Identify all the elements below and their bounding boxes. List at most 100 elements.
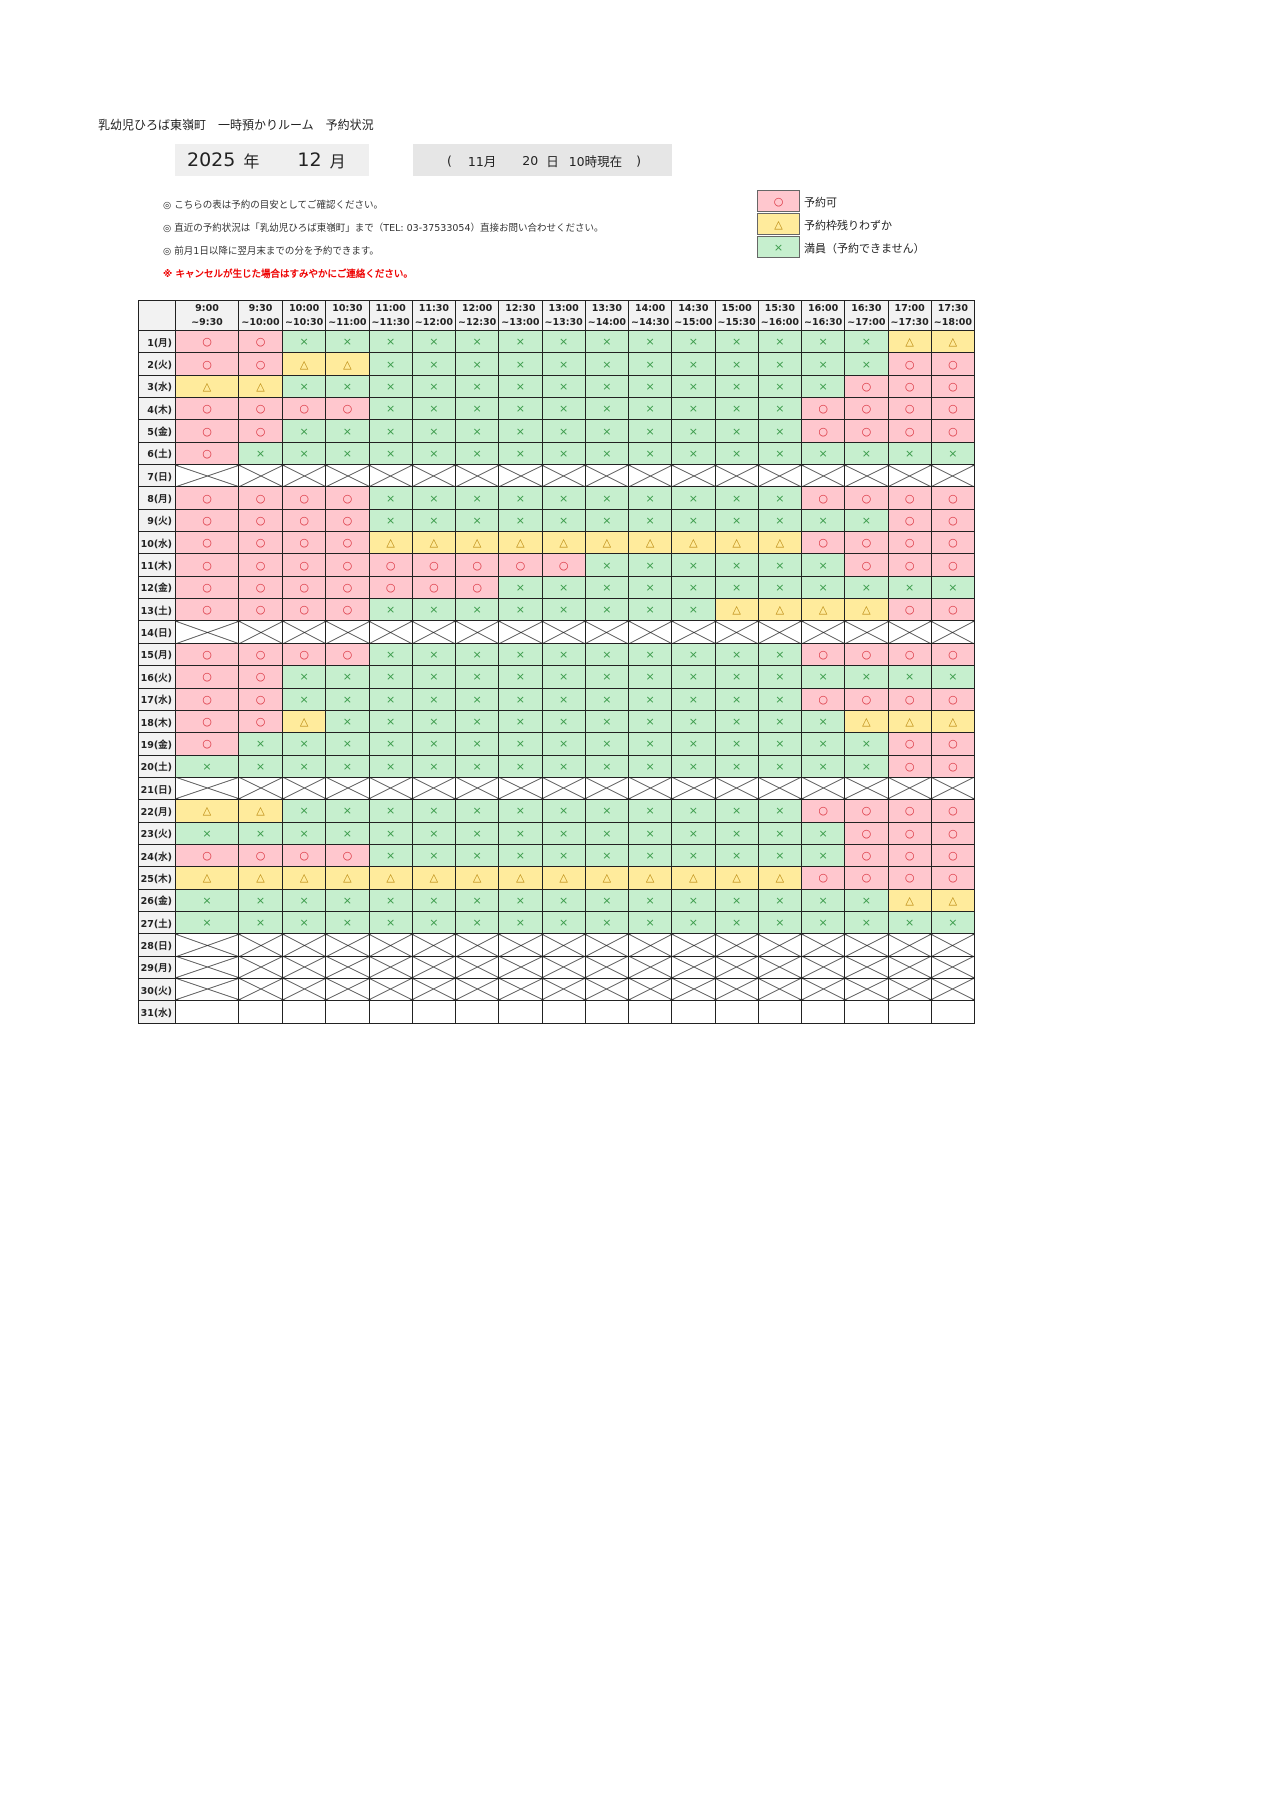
slot-status-cell: × [368,709,413,734]
closed-cell [411,977,457,1002]
slot-status-cell: × [411,843,457,868]
closed-cell [325,977,370,1002]
table-row: 15(月) ○ ○ ○ ○ × × × × × × × × × × ○ ○ ○ ○ [138,642,976,667]
slot-status-cell: △ [454,531,500,555]
slot-status-cell: × [714,486,759,510]
slot-status-cell: × [671,843,716,868]
slot-status-cell: × [844,910,889,935]
slot-status-cell: × [800,441,846,466]
table-row: 7(日) [138,464,976,488]
slot-status-cell: △ [541,531,586,555]
slot-status-cell: × [498,419,543,443]
slot-status-cell: × [281,732,327,756]
table-row: 2(火) ○ ○ △ △ × × × × × × × × × × × × ○ ○ [138,352,976,376]
slot-status-cell: △ [175,799,239,823]
slot-status-cell: × [757,687,803,711]
slot-status-cell: ○ [238,709,283,734]
closed-cell [584,977,630,1002]
slot-status-cell: × [757,553,803,577]
closed-cell [541,977,586,1002]
slot-status-cell: × [325,821,370,845]
closed-cell [281,620,327,644]
slot-status-cell: × [844,732,889,756]
empty-cell [325,1000,370,1024]
slot-status-cell: × [714,642,759,667]
slot-status-cell: × [175,821,239,845]
empty-cell [844,1000,889,1024]
slot-status-cell: × [844,575,889,600]
slot-status-cell: × [498,665,543,689]
slot-status-cell: × [757,486,803,510]
slot-status-cell: × [454,709,500,734]
table-row: 5(金) ○ ○ × × × × × × × × × × × × ○ ○ ○ ○ [138,419,976,443]
slot-status-cell: × [325,709,370,734]
slot-status-cell: ○ [844,486,889,510]
closed-cell [454,955,500,979]
slot-status-cell: × [627,665,673,689]
slot-status-cell: × [757,374,803,399]
slot-status-cell: × [454,441,500,466]
slot-status-cell: × [498,687,543,711]
slot-status-cell: ○ [175,843,239,868]
slot-status-cell: × [800,709,846,734]
day-label: 9(火) [138,508,176,533]
empty-cell [454,1000,500,1024]
slot-status-cell: △ [238,799,283,823]
slot-status-cell: × [454,419,500,443]
slot-status-cell: ○ [844,553,889,577]
time-slot-header: 12:30 ~13:00 [498,300,543,331]
day-label: 29(月) [138,955,176,979]
slot-status-cell: × [714,575,759,600]
slot-status-cell: × [281,888,327,912]
slot-status-cell: ○ [844,799,889,823]
slot-status-cell: ○ [887,598,932,622]
slot-status-cell: × [584,799,630,823]
table-row: 26(金) × × × × × × × × × × × × × × × × △ △ [138,888,976,912]
time-slot-header: 11:30 ~12:00 [411,300,457,331]
slot-status-cell: × [175,888,239,912]
slot-status-cell: △ [714,598,759,622]
slot-status-cell: × [800,352,846,376]
day-label: 6(土) [138,441,176,466]
day-label: 3(水) [138,374,176,399]
closed-cell [454,464,500,488]
closed-cell [757,776,803,801]
slot-status-cell: × [325,888,370,912]
slot-status-cell: × [498,754,543,778]
closed-cell [368,977,413,1002]
closed-cell [368,933,413,957]
slot-status-cell: × [627,397,673,421]
time-slot-header: 14:00 ~14:30 [627,300,673,331]
slot-status-cell: △ [498,531,543,555]
slot-status-cell: × [541,575,586,600]
slot-status-cell: ○ [175,486,239,510]
time-slot-header: 10:00 ~10:30 [281,300,327,331]
slot-status-cell: △ [454,866,500,890]
slot-status-cell: × [454,754,500,778]
closed-cell [714,977,759,1002]
slot-status-cell: × [541,642,586,667]
closed-cell [844,620,889,644]
slot-status-cell: × [541,329,586,354]
slot-status-cell: × [411,419,457,443]
slot-status-cell: × [368,441,413,466]
slot-status-cell: × [844,888,889,912]
day-label: 23(火) [138,821,176,845]
table-row: 23(火) × × × × × × × × × × × × × × × ○ ○ ○ [138,821,976,845]
empty-cell [930,1000,976,1024]
slot-status-cell: ○ [887,642,932,667]
slot-status-cell: × [887,665,932,689]
closed-cell [325,464,370,488]
closed-cell [368,955,413,979]
closed-cell [238,464,283,488]
slot-status-cell: ○ [325,598,370,622]
slot-status-cell: × [368,642,413,667]
slot-status-cell: × [757,910,803,935]
table-row: 12(金) ○ ○ ○ ○ ○ ○ ○ × × × × × × × × × × × [138,575,976,600]
as-of-box: ( 11月 20 日 10時現在 ) [413,144,672,176]
slot-status-cell: △ [627,531,673,555]
slot-status-cell: ○ [887,821,932,845]
slot-status-cell: × [757,732,803,756]
slot-status-cell: × [627,508,673,533]
slot-status-cell: × [281,665,327,689]
